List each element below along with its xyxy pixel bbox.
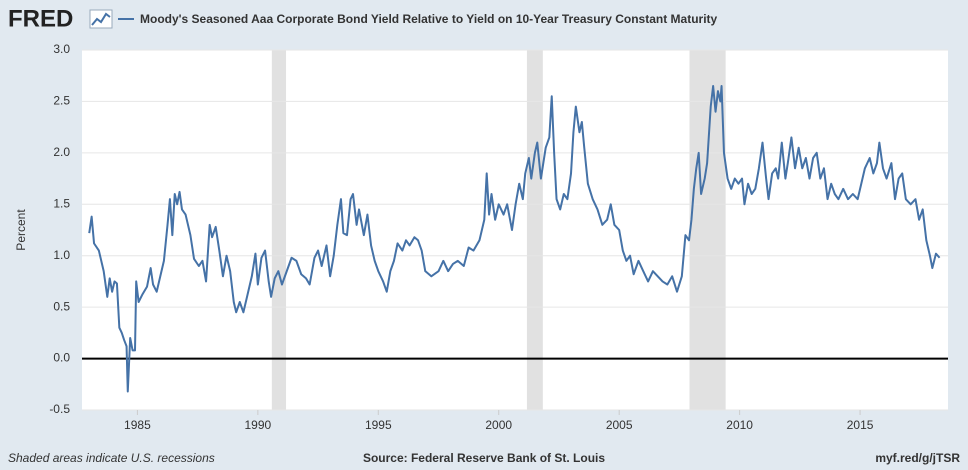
y-axis-label: Percent: [14, 209, 28, 251]
recession-band: [526, 50, 543, 410]
y-tick-label: 0.5: [53, 299, 70, 313]
link[interactable]: myf.red/g/jTSR: [875, 451, 960, 465]
x-tick-label: 1990: [244, 418, 271, 432]
x-tick-label: 2010: [726, 418, 753, 432]
legend-label: Moody's Seasoned Aaa Corporate Bond Yiel…: [140, 12, 718, 26]
y-tick-label: 1.5: [53, 196, 70, 210]
x-tick-label: 1995: [365, 418, 392, 432]
x-tick-label: 2015: [847, 418, 874, 432]
recession-band: [689, 50, 726, 410]
y-tick-label: 2.5: [53, 94, 70, 108]
note: Shaded areas indicate U.S. recessions: [8, 451, 215, 465]
y-tick-label: 1.0: [53, 248, 70, 262]
series-line: [88, 85, 941, 393]
source: Source: Federal Reserve Bank of St. Loui…: [363, 451, 605, 465]
y-tick-label: 3.0: [53, 42, 70, 56]
x-tick-label: 2000: [485, 418, 512, 432]
recession-band: [271, 50, 287, 410]
plot-area: [82, 50, 948, 410]
x-tick-label: 2005: [606, 418, 633, 432]
x-tick-label: 1985: [124, 418, 151, 432]
logo: FRED: [8, 5, 73, 32]
y-tick-label: 2.0: [53, 145, 70, 159]
logo-icon: [89, 9, 113, 29]
y-tick-label: 0.0: [53, 351, 70, 365]
y-tick-label: -0.5: [49, 402, 70, 416]
